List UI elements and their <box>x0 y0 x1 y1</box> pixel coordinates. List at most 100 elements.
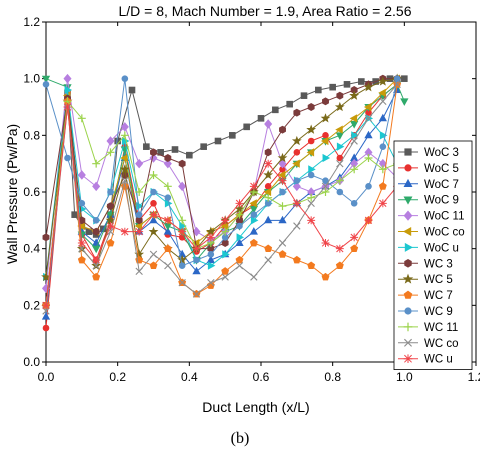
data-point <box>236 222 243 230</box>
data-point <box>292 199 301 208</box>
data-point <box>250 273 258 281</box>
data-point <box>135 188 144 196</box>
data-point <box>307 103 315 111</box>
data-point <box>143 143 150 150</box>
data-point <box>78 200 86 207</box>
data-point <box>178 278 186 287</box>
data-point <box>171 146 179 153</box>
legend-label: WC 3 <box>424 258 453 270</box>
data-point <box>150 200 157 207</box>
data-point <box>315 86 322 94</box>
data-point <box>236 233 245 242</box>
data-point <box>135 227 144 236</box>
data-point <box>229 132 236 139</box>
legend-label: WoC 9 <box>424 195 459 207</box>
data-point <box>364 130 373 139</box>
data-point <box>249 199 257 208</box>
data-point <box>106 238 115 247</box>
series-line-wc-7 <box>45 84 398 306</box>
axes: 0.0 0.2 0.4 0.6 0.8 1.0 1.2 0.0 0.2 0.4 0.6 0.8 1.0 1… <box>23 15 480 384</box>
data-point <box>379 143 387 150</box>
data-point <box>135 211 143 218</box>
data-point <box>291 135 302 146</box>
data-point <box>149 261 158 270</box>
data-point <box>42 81 50 88</box>
data-point <box>77 255 86 264</box>
data-point <box>135 158 144 169</box>
data-point <box>264 148 272 157</box>
legend-label: WoC 5 <box>424 163 459 175</box>
data-point <box>106 148 115 157</box>
data-point <box>263 169 274 180</box>
data-point <box>149 250 158 259</box>
data-point <box>249 206 258 214</box>
data-point <box>41 312 51 320</box>
data-point <box>178 227 187 236</box>
data-point <box>286 100 293 108</box>
legend-item-woc-9: WoC 9 <box>398 195 459 207</box>
data-point <box>120 131 129 140</box>
data-point <box>249 182 258 191</box>
data-point <box>119 164 130 174</box>
data-point <box>349 90 360 100</box>
data-point <box>214 137 222 145</box>
data-point <box>335 132 344 140</box>
data-point <box>163 244 172 253</box>
data-point <box>358 78 365 85</box>
data-point <box>329 83 336 91</box>
series-woc-5 <box>42 81 401 332</box>
data-point <box>249 238 258 247</box>
data-point <box>307 171 315 179</box>
legend-marker <box>403 290 413 299</box>
data-point <box>42 301 50 310</box>
data-point <box>85 228 93 235</box>
data-point <box>186 151 193 159</box>
data-point <box>292 181 301 192</box>
data-point <box>42 324 50 332</box>
x-tick-label: 0.2 <box>109 370 126 384</box>
data-point <box>320 113 331 123</box>
data-point <box>128 86 136 94</box>
data-point <box>192 266 201 275</box>
data-point <box>114 137 121 145</box>
data-point <box>207 278 215 287</box>
data-point <box>336 142 345 151</box>
data-point <box>250 211 258 218</box>
y-axis-label: Wall Pressure (Pw/Pa) <box>4 124 20 264</box>
data-point <box>364 216 373 225</box>
data-point <box>377 76 388 86</box>
data-point <box>293 222 301 230</box>
data-point <box>192 244 201 253</box>
data-point <box>277 170 286 180</box>
legend-item-wc-3: WC 3 <box>398 258 453 270</box>
data-point <box>335 244 344 253</box>
legend-item-woc-5: WoC 5 <box>398 163 459 175</box>
y-tick-label: 1.0 <box>23 72 40 86</box>
legend-label: WC 5 <box>424 274 453 286</box>
legend-marker <box>402 273 414 284</box>
figure-caption: (b) <box>231 430 250 447</box>
data-point <box>393 80 401 89</box>
data-point <box>364 154 373 162</box>
legend-item-wc-u: WC u <box>398 354 453 366</box>
legend-item-wc-co: WC co <box>398 338 459 350</box>
series-wc-3 <box>42 74 401 253</box>
data-point <box>206 233 215 242</box>
legend-item-woc-u: WoC u <box>398 242 459 254</box>
legend-item-wc-11: WC 11 <box>398 322 458 334</box>
data-point <box>350 200 358 207</box>
data-point <box>92 217 100 224</box>
data-point <box>379 97 387 106</box>
series-group <box>41 73 409 332</box>
data-point <box>278 215 287 224</box>
legend-label: WC 11 <box>424 322 458 334</box>
data-point <box>77 221 85 231</box>
data-point <box>178 262 186 269</box>
legend-label: WC 7 <box>424 290 453 302</box>
data-point <box>77 114 86 123</box>
legend-item-woc-3: WoC 3 <box>398 147 459 159</box>
y-tick-label: 1.2 <box>23 15 40 29</box>
data-point <box>78 244 86 253</box>
data-point <box>264 159 273 168</box>
legend-label: WoC 11 <box>424 211 464 223</box>
